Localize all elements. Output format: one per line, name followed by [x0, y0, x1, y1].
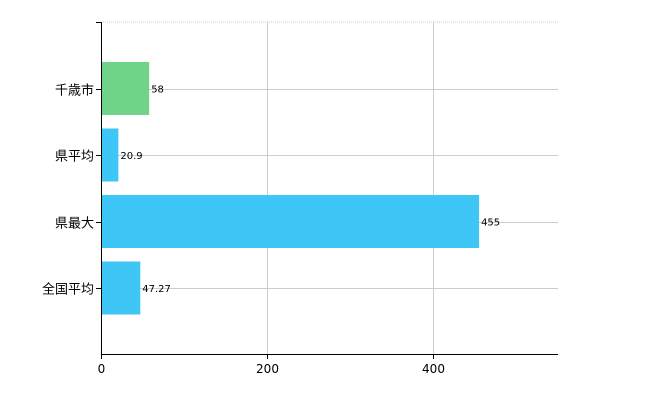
bar-2: [101, 195, 480, 248]
x-tick-label-2: 400: [422, 362, 445, 376]
data-label-0: 58: [151, 85, 164, 96]
category-label-0: 千歳市: [55, 83, 94, 99]
grid: [101, 21, 558, 354]
bars: [101, 62, 480, 315]
category-label-3: 全国平均: [42, 282, 94, 298]
category-label-1: 県平均: [55, 150, 94, 165]
category-label-2: 県最大: [55, 217, 94, 232]
bar-1: [101, 128, 119, 182]
axes: [96, 22, 558, 359]
bar-3: [101, 261, 141, 315]
x-tick-label-0: 0: [98, 362, 106, 376]
data-label-3: 47.27: [142, 284, 171, 295]
data-label-2: 455: [481, 218, 500, 229]
data-label-1: 20.9: [120, 151, 142, 162]
bar-0: [101, 62, 150, 115]
x-tick-label-1: 200: [256, 362, 279, 376]
